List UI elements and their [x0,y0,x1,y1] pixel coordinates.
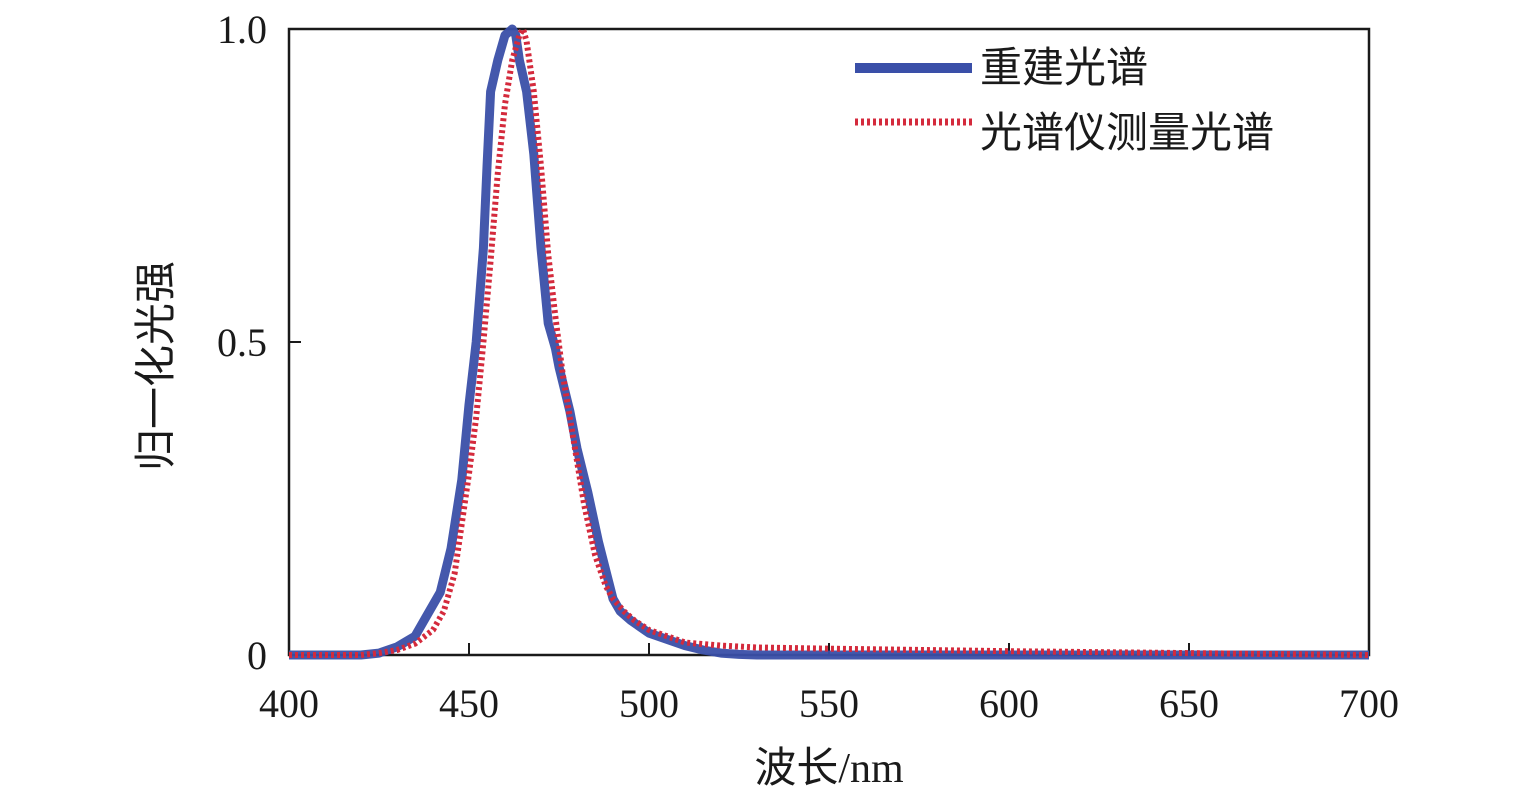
y-tick-label: 0.5 [217,320,267,365]
legend-label-measured: 光谱仪测量光谱 [980,111,1274,157]
y-axis-ticks: 0 0.5 1.0 [217,7,301,678]
x-tick-label: 700 [1339,681,1399,726]
x-tick-label: 450 [439,681,499,726]
series-line-measured [289,26,1370,658]
series-line-reconstructed [289,24,1369,660]
y-axis-title: 归一化光强 [134,261,180,471]
legend: 重建光谱 光谱仪测量光谱 [855,46,1274,157]
plot-area [287,27,1371,657]
x-tick-label: 600 [979,681,1039,726]
x-tick-label: 550 [799,681,859,726]
x-tick-label: 500 [619,681,679,726]
legend-label-reconstructed: 重建光谱 [980,46,1148,92]
series-layer [289,24,1370,660]
x-axis-ticks: 400 450 500 550 600 650 700 [259,643,1399,726]
y-tick-label: 0 [247,633,267,678]
x-tick-label: 650 [1159,681,1219,726]
y-tick-label: 1.0 [217,7,267,52]
x-tick-label: 400 [259,681,319,726]
x-axis-title: 波长/nm [754,746,904,792]
